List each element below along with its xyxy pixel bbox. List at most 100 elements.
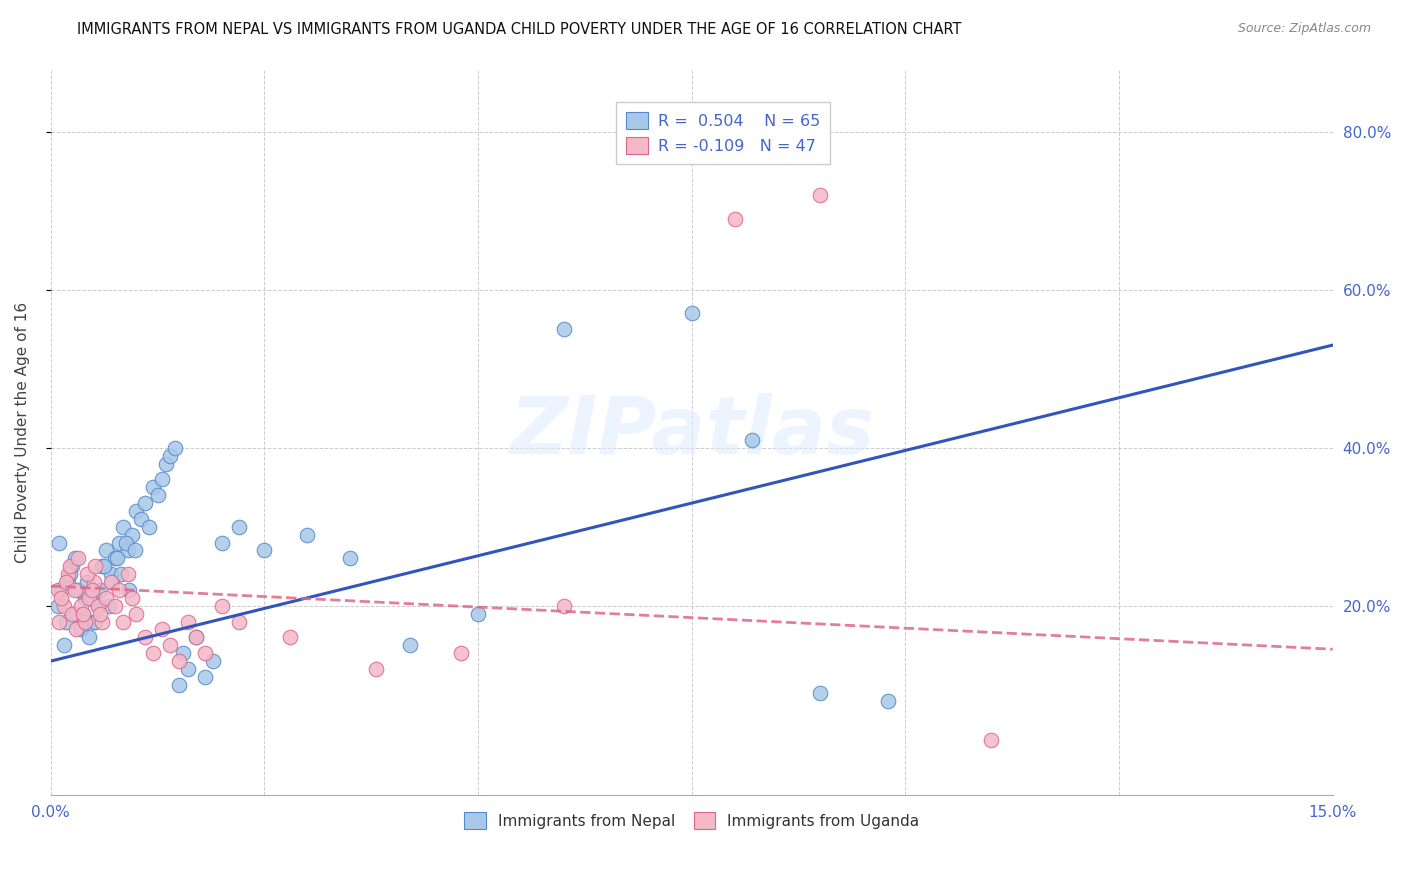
Point: [228, 615, 250, 629]
Point: [55, 615, 77, 629]
Point: [60, 607, 83, 621]
Point: [129, 512, 152, 526]
Point: [808, 188, 831, 202]
Point: [55, 575, 77, 590]
Point: [110, 567, 132, 582]
Point: [83, 575, 105, 590]
Point: [228, 520, 250, 534]
Point: [741, 433, 763, 447]
Point: [117, 543, 139, 558]
Point: [79, 591, 101, 605]
Point: [150, 623, 173, 637]
Point: [146, 488, 169, 502]
Point: [63, 551, 86, 566]
Point: [118, 582, 141, 597]
Point: [159, 449, 181, 463]
Point: [681, 306, 703, 320]
Point: [100, 575, 122, 590]
Point: [467, 607, 489, 621]
Text: IMMIGRANTS FROM NEPAL VS IMMIGRANTS FROM UGANDA CHILD POVERTY UNDER THE AGE OF 1: IMMIGRANTS FROM NEPAL VS IMMIGRANTS FROM…: [77, 22, 962, 37]
Point: [48, 535, 70, 549]
Point: [65, 607, 87, 621]
Point: [176, 662, 198, 676]
Point: [56, 567, 79, 582]
Point: [121, 591, 143, 605]
Point: [59, 567, 82, 582]
Point: [808, 686, 831, 700]
Point: [142, 480, 165, 494]
Point: [83, 615, 105, 629]
Point: [108, 535, 131, 549]
Point: [76, 575, 98, 590]
Point: [84, 559, 107, 574]
Point: [46, 599, 69, 613]
Point: [159, 638, 181, 652]
Point: [278, 631, 301, 645]
Point: [172, 646, 194, 660]
Point: [253, 543, 276, 558]
Point: [184, 631, 207, 645]
Point: [87, 599, 110, 613]
Point: [121, 527, 143, 541]
Point: [84, 615, 107, 629]
Point: [115, 535, 138, 549]
Point: [150, 472, 173, 486]
Point: [73, 591, 96, 605]
Point: [877, 693, 900, 707]
Point: [52, 638, 75, 652]
Point: [211, 599, 233, 613]
Point: [56, 575, 79, 590]
Point: [87, 599, 110, 613]
Point: [104, 599, 127, 613]
Legend: Immigrants from Nepal, Immigrants from Uganda: Immigrants from Nepal, Immigrants from U…: [458, 806, 925, 835]
Point: [96, 591, 118, 605]
Point: [125, 607, 148, 621]
Point: [553, 599, 575, 613]
Point: [60, 559, 83, 574]
Point: [176, 615, 198, 629]
Point: [89, 582, 111, 597]
Point: [155, 457, 177, 471]
Text: ZIPatlas: ZIPatlas: [509, 393, 875, 471]
Point: [52, 599, 75, 613]
Point: [91, 559, 114, 574]
Point: [67, 582, 90, 597]
Point: [553, 322, 575, 336]
Point: [364, 662, 387, 676]
Point: [450, 646, 472, 660]
Point: [194, 646, 217, 660]
Point: [73, 615, 96, 629]
Point: [125, 504, 148, 518]
Point: [80, 591, 103, 605]
Point: [163, 441, 186, 455]
Point: [49, 582, 72, 597]
Point: [72, 607, 94, 621]
Point: [112, 615, 135, 629]
Point: [46, 582, 69, 597]
Point: [76, 567, 98, 582]
Point: [93, 559, 115, 574]
Point: [117, 567, 139, 582]
Point: [142, 646, 165, 660]
Point: [398, 638, 420, 652]
Point: [89, 607, 111, 621]
Point: [69, 623, 91, 637]
Point: [167, 678, 190, 692]
Point: [104, 551, 127, 566]
Point: [723, 211, 745, 226]
Point: [107, 551, 129, 566]
Point: [91, 615, 114, 629]
Point: [65, 623, 87, 637]
Point: [48, 615, 70, 629]
Point: [69, 599, 91, 613]
Point: [80, 582, 103, 597]
Point: [124, 543, 146, 558]
Point: [297, 527, 319, 541]
Point: [138, 520, 160, 534]
Point: [980, 733, 1002, 747]
Point: [67, 551, 90, 566]
Point: [100, 567, 122, 582]
Point: [112, 520, 135, 534]
Y-axis label: Child Poverty Under the Age of 16: Child Poverty Under the Age of 16: [15, 301, 30, 563]
Point: [79, 631, 101, 645]
